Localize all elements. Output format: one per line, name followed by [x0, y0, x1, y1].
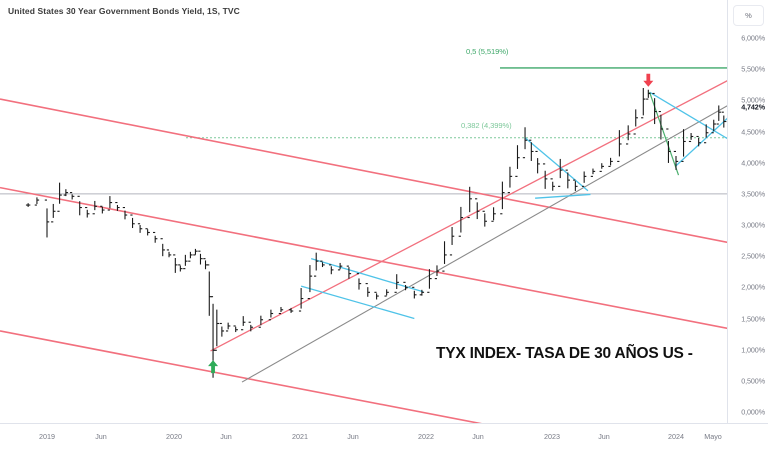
- price-tick: 5,000%: [741, 95, 765, 105]
- time-tick: 2023: [544, 432, 560, 441]
- chart-title: United States 30 Year Government Bonds Y…: [8, 6, 240, 16]
- price-axis[interactable]: % 6,000% 5,500% 5,000% 4,500% 4,000% 3,500% 3,…: [727, 0, 768, 424]
- fib-0.5-label: 0,5 (5,519%): [466, 47, 509, 56]
- price-tick: 3,500%: [741, 189, 765, 199]
- time-tick: Mayo: [704, 432, 722, 441]
- price-tick: 0,000%: [741, 407, 765, 417]
- price-tick: 4,000%: [741, 158, 765, 168]
- descending-channel-upper: [0, 186, 728, 330]
- triangle-upper: [524, 137, 589, 192]
- time-tick: 2024: [668, 432, 684, 441]
- triangle-lower: [535, 193, 591, 199]
- price-tick: 6,000%: [741, 33, 765, 43]
- price-series-svg: [0, 67, 728, 424]
- price-tick: 1,000%: [741, 345, 765, 355]
- price-tick: 1,500%: [741, 314, 765, 323]
- time-tick: Jun: [95, 432, 107, 441]
- time-axis[interactable]: 2019 Jun 2020 Jun 2021 Jun 2022 Jun 2023 Jun 2024 M…: [0, 423, 768, 453]
- time-tick: Jun: [347, 432, 359, 441]
- time-tick: 2020: [166, 432, 182, 441]
- rising-wedge-lower: [675, 117, 728, 167]
- time-tick: 2022: [418, 432, 434, 441]
- sell-signal-arrow-down-icon: [643, 73, 654, 87]
- time-tick: Jun: [220, 432, 232, 441]
- breakdown-line: [649, 92, 680, 176]
- ascending-gray-support: [241, 104, 728, 383]
- price-bars: [25, 88, 728, 378]
- chart-note: TYX INDEX- TASA DE 30 AÑOS US -: [436, 345, 693, 362]
- time-tick: 2021: [292, 432, 308, 441]
- plot-area[interactable]: [0, 20, 728, 424]
- descending-channel-lower: [0, 330, 488, 424]
- descending-channel-top: [0, 98, 728, 244]
- time-tick: Jun: [598, 432, 610, 441]
- price-tick: 3,000%: [741, 220, 765, 230]
- price-tick: 5,500%: [741, 64, 765, 74]
- ascending-support: [210, 79, 728, 352]
- bull-flag-upper: [310, 258, 424, 293]
- time-tick: Jun: [472, 432, 484, 441]
- rising-wedge-upper: [649, 91, 728, 140]
- percent-toggle-label: %: [745, 11, 752, 20]
- bull-flag-lower: [300, 285, 415, 320]
- fib-0.382-label: 0,382 (4,399%): [461, 121, 512, 130]
- price-tick: 2,000%: [741, 282, 765, 292]
- buy-signal-arrow-up-icon: [208, 360, 219, 374]
- percent-icon[interactable]: %: [733, 5, 764, 26]
- current-price-label: 4,742%: [741, 102, 765, 112]
- price-tick: 2,500%: [741, 251, 765, 261]
- price-tick: 0,500%: [741, 376, 765, 386]
- time-tick: 2019: [39, 432, 55, 441]
- price-tick: 4,500%: [741, 127, 765, 136]
